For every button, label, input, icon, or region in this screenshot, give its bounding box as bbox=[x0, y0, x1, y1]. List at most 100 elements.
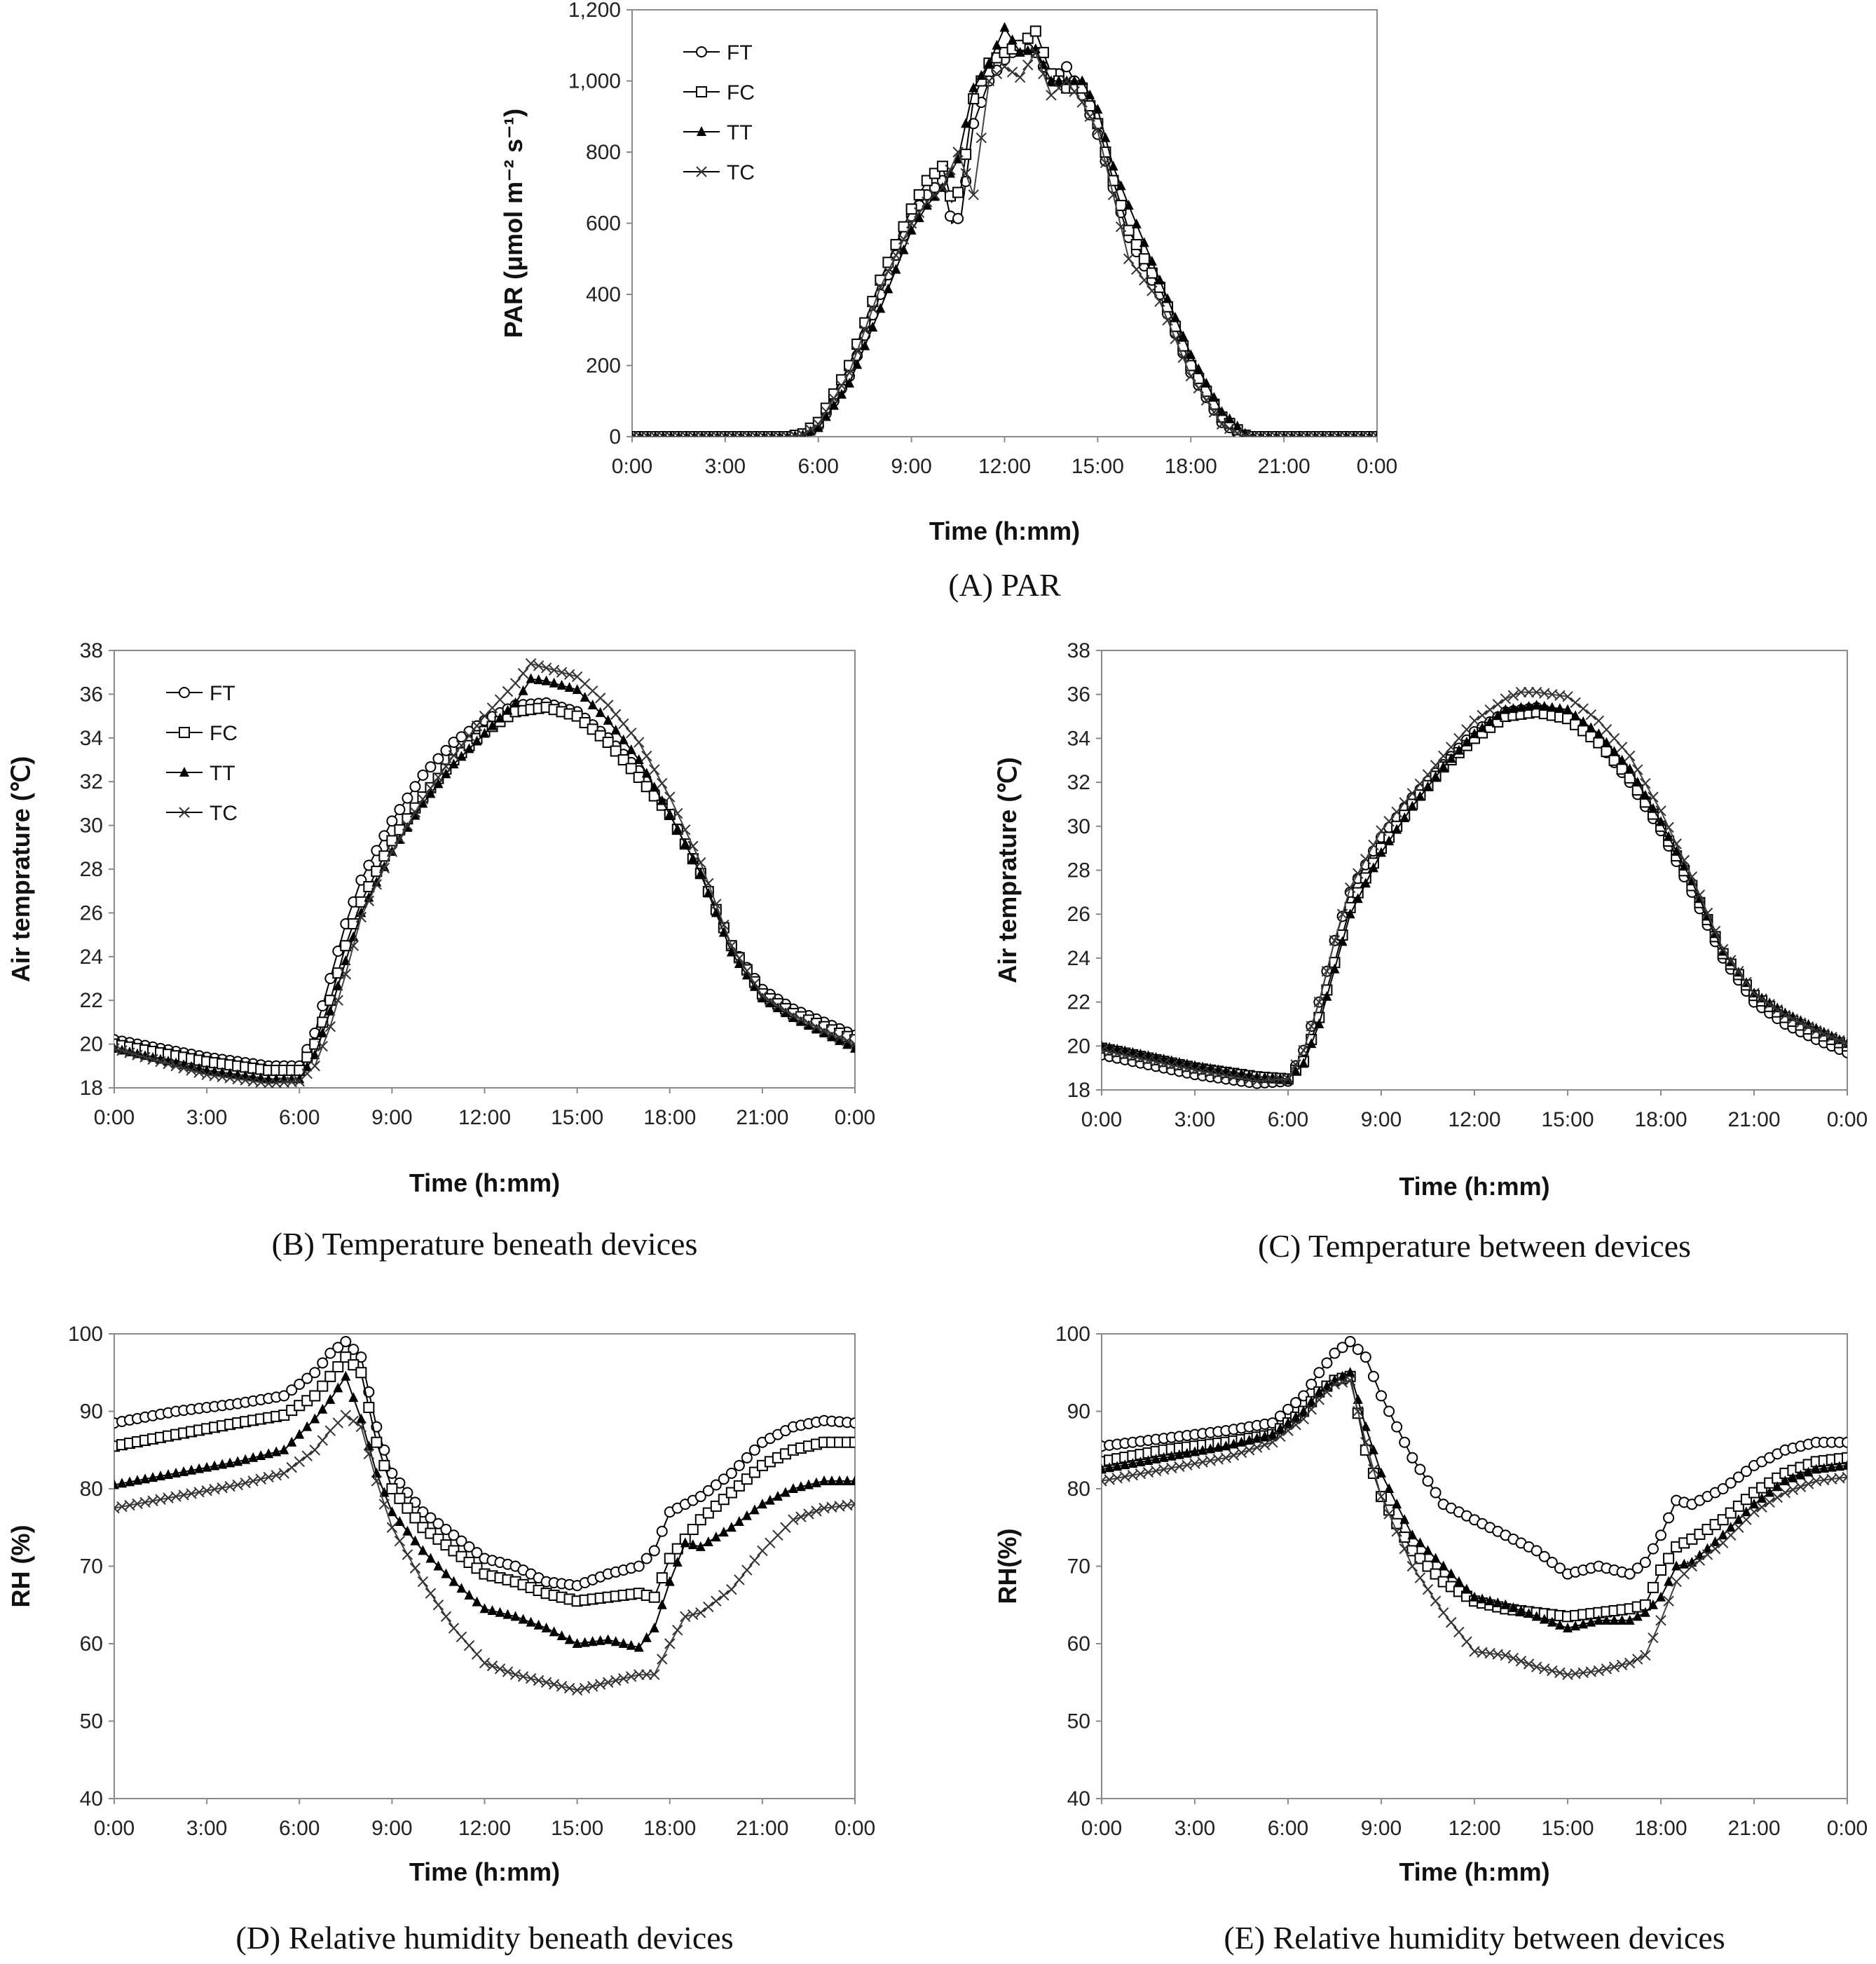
data-point bbox=[533, 660, 545, 671]
data-point bbox=[1209, 392, 1219, 402]
data-point bbox=[952, 186, 964, 198]
data-point bbox=[976, 69, 987, 80]
data-point bbox=[1430, 760, 1442, 771]
data-point bbox=[556, 667, 568, 678]
data-point bbox=[1438, 761, 1449, 772]
data-point bbox=[703, 1601, 714, 1613]
data-point bbox=[441, 1568, 451, 1578]
data-point bbox=[849, 1038, 855, 1050]
data-point bbox=[595, 707, 605, 717]
data-point bbox=[156, 1471, 166, 1481]
data-point bbox=[240, 1454, 251, 1464]
data-point bbox=[1221, 1440, 1231, 1451]
data-point bbox=[1069, 75, 1080, 86]
data-point bbox=[1639, 1556, 1651, 1568]
x-tick-label: 0:00 bbox=[94, 1106, 135, 1129]
data-point bbox=[163, 1468, 174, 1479]
data-point bbox=[641, 781, 652, 793]
data-point bbox=[757, 993, 767, 1003]
data-point bbox=[702, 1485, 714, 1496]
y-tick-label: 60 bbox=[1067, 1632, 1090, 1656]
x-tick-label: 15:00 bbox=[1541, 1108, 1594, 1131]
data-point bbox=[1006, 67, 1018, 78]
data-point bbox=[1772, 1492, 1783, 1503]
data-point bbox=[263, 1448, 274, 1459]
y-tick-label: 20 bbox=[80, 1033, 103, 1056]
data-point bbox=[1341, 431, 1352, 437]
data-point bbox=[594, 1679, 606, 1690]
data-point bbox=[1430, 1595, 1442, 1607]
y-tick-label: 70 bbox=[1067, 1555, 1090, 1578]
series-line bbox=[1102, 1371, 1847, 1629]
data-point bbox=[657, 1653, 668, 1665]
data-point bbox=[1247, 431, 1259, 437]
data-point bbox=[772, 1002, 783, 1013]
x-tick-label: 0:00 bbox=[835, 1817, 875, 1840]
data-point bbox=[1360, 1436, 1371, 1448]
legend-label: TT bbox=[210, 762, 235, 785]
data-point bbox=[680, 1611, 691, 1623]
data-point bbox=[317, 1403, 328, 1414]
data-point bbox=[541, 1622, 552, 1632]
data-point bbox=[1524, 1608, 1534, 1618]
data-point bbox=[418, 1545, 428, 1555]
data-point bbox=[1107, 189, 1119, 200]
data-point bbox=[1422, 769, 1434, 780]
data-point bbox=[1364, 431, 1375, 437]
data-point bbox=[1100, 157, 1111, 168]
data-point bbox=[1271, 431, 1282, 437]
plot-frame bbox=[631, 9, 1378, 437]
data-point bbox=[1120, 1459, 1130, 1470]
data-point bbox=[749, 1504, 760, 1515]
data-point bbox=[1492, 699, 1503, 710]
data-point bbox=[472, 735, 482, 746]
data-point bbox=[765, 995, 776, 1007]
data-point bbox=[1193, 363, 1204, 374]
y-tick-label: 100 bbox=[1055, 1323, 1090, 1346]
data-point bbox=[1617, 754, 1627, 765]
x-tick-label: 0:00 bbox=[1081, 1817, 1122, 1840]
data-point bbox=[860, 340, 870, 350]
data-point bbox=[1353, 868, 1364, 879]
data-point bbox=[1344, 882, 1356, 894]
data-point bbox=[680, 1537, 690, 1548]
data-point bbox=[595, 1635, 605, 1645]
data-point bbox=[502, 1666, 514, 1677]
data-point bbox=[471, 720, 483, 732]
data-point bbox=[819, 1475, 829, 1485]
data-point bbox=[371, 879, 383, 890]
y-tick-label: 200 bbox=[586, 355, 621, 378]
figure-caption: (C) Temperature between devices bbox=[1258, 1228, 1691, 1264]
data-point bbox=[1802, 1478, 1814, 1489]
data-point bbox=[379, 1487, 390, 1497]
x-tick-label: 21:00 bbox=[736, 1817, 788, 1840]
y-axis-title: RH (%) bbox=[6, 1525, 35, 1608]
data-point bbox=[1819, 1028, 1830, 1039]
data-point bbox=[1453, 1626, 1465, 1638]
data-point bbox=[364, 1440, 374, 1451]
data-point bbox=[278, 1468, 289, 1479]
data-point bbox=[634, 431, 645, 437]
data-point bbox=[1368, 862, 1378, 873]
data-point bbox=[1084, 111, 1096, 122]
data-point bbox=[1531, 1611, 1542, 1621]
data-point bbox=[386, 846, 398, 857]
data-point bbox=[1154, 296, 1165, 307]
data-point bbox=[1190, 1446, 1200, 1457]
data-point bbox=[945, 164, 956, 176]
data-point bbox=[1336, 908, 1348, 920]
data-point bbox=[1554, 1619, 1565, 1630]
y-tick-label: 50 bbox=[80, 1710, 103, 1733]
data-point bbox=[937, 182, 948, 193]
data-point bbox=[1313, 1367, 1325, 1379]
data-point bbox=[332, 1361, 344, 1372]
data-point bbox=[1586, 722, 1596, 732]
data-point bbox=[1648, 1632, 1659, 1644]
data-point bbox=[805, 424, 816, 435]
data-point bbox=[509, 678, 521, 689]
data-point bbox=[464, 1589, 474, 1600]
y-tick-label: 0 bbox=[609, 425, 621, 449]
data-point bbox=[1664, 831, 1674, 841]
data-point bbox=[819, 1025, 830, 1037]
x-tick-label: 0:00 bbox=[1827, 1108, 1868, 1131]
